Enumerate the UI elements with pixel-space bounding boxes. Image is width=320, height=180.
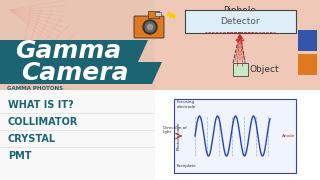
Text: Object: Object [250,64,280,73]
Text: Faceplate: Faceplate [177,164,196,168]
Text: Anode: Anode [282,134,295,138]
Text: WHAT IS IT?: WHAT IS IT? [8,100,74,110]
FancyBboxPatch shape [148,10,158,17]
FancyBboxPatch shape [185,10,295,33]
Text: Detector: Detector [220,17,260,26]
FancyBboxPatch shape [0,90,155,180]
FancyBboxPatch shape [233,62,247,75]
Text: Focusing
electrode: Focusing electrode [177,100,196,109]
FancyBboxPatch shape [134,16,164,38]
Text: GAMMA PHOTONS: GAMMA PHOTONS [7,86,63,91]
Polygon shape [0,0,155,180]
Text: COLLIMATOR: COLLIMATOR [8,117,78,127]
Text: Direction of
light: Direction of light [163,126,187,134]
Text: Camera: Camera [21,61,129,85]
Circle shape [143,20,157,34]
FancyBboxPatch shape [155,12,161,16]
Text: CRYSTAL: CRYSTAL [8,134,56,144]
Text: PMT: PMT [8,151,31,161]
FancyBboxPatch shape [155,90,320,180]
Polygon shape [155,0,320,90]
Text: Photocathode: Photocathode [177,122,181,150]
Text: Pinhole: Pinhole [223,6,257,15]
FancyBboxPatch shape [174,99,296,173]
Polygon shape [0,40,148,62]
Polygon shape [0,62,162,84]
Text: Gamma: Gamma [15,39,121,63]
Circle shape [145,22,155,32]
Circle shape [148,24,153,30]
FancyBboxPatch shape [298,30,316,51]
FancyBboxPatch shape [298,53,316,75]
